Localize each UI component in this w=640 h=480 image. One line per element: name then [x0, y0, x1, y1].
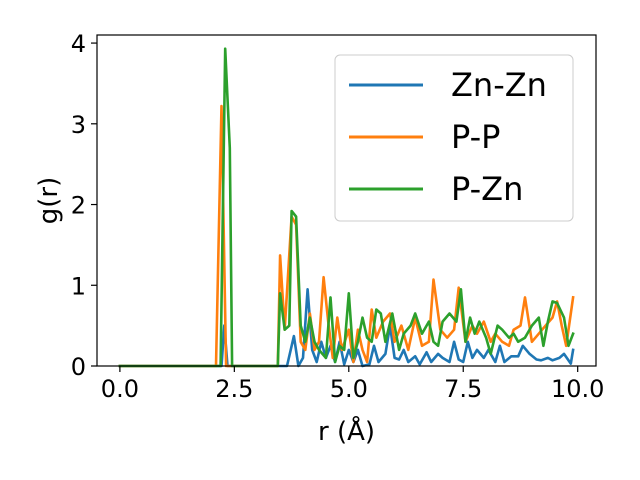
legend-box	[334, 54, 574, 222]
y-axis-label: g(r)	[34, 177, 64, 224]
x-axis-ticks: 0.0 2.5 5.0 7.5 10.0	[101, 366, 604, 403]
y-tick-label: 1	[71, 272, 86, 300]
legend: Zn-Zn P-P P-Zn	[334, 54, 574, 222]
x-axis-label: r (Å)	[318, 415, 375, 447]
legend-label-p-zn: P-Zn	[451, 170, 523, 208]
x-tick-label: 2.5	[215, 375, 253, 403]
axes-frame	[96, 34, 597, 367]
y-tick-label: 3	[71, 111, 86, 139]
y-tick-label: 0	[71, 353, 86, 381]
x-tick-label: 0.0	[101, 375, 139, 403]
x-tick-label: 5.0	[330, 375, 368, 403]
x-tick-label: 10.0	[551, 375, 604, 403]
series-line-p-zn	[118, 47, 575, 368]
legend-label-p-p: P-P	[451, 118, 500, 156]
series-layer	[118, 47, 575, 368]
legend-label-zn-zn: Zn-Zn	[451, 66, 547, 104]
y-axis-ticks: 0 1 2 3 4	[71, 30, 97, 381]
y-tick-label: 2	[71, 192, 86, 220]
series-line-zn-zn	[118, 288, 575, 368]
x-tick-label: 7.5	[444, 375, 482, 403]
y-tick-label: 4	[71, 30, 86, 58]
